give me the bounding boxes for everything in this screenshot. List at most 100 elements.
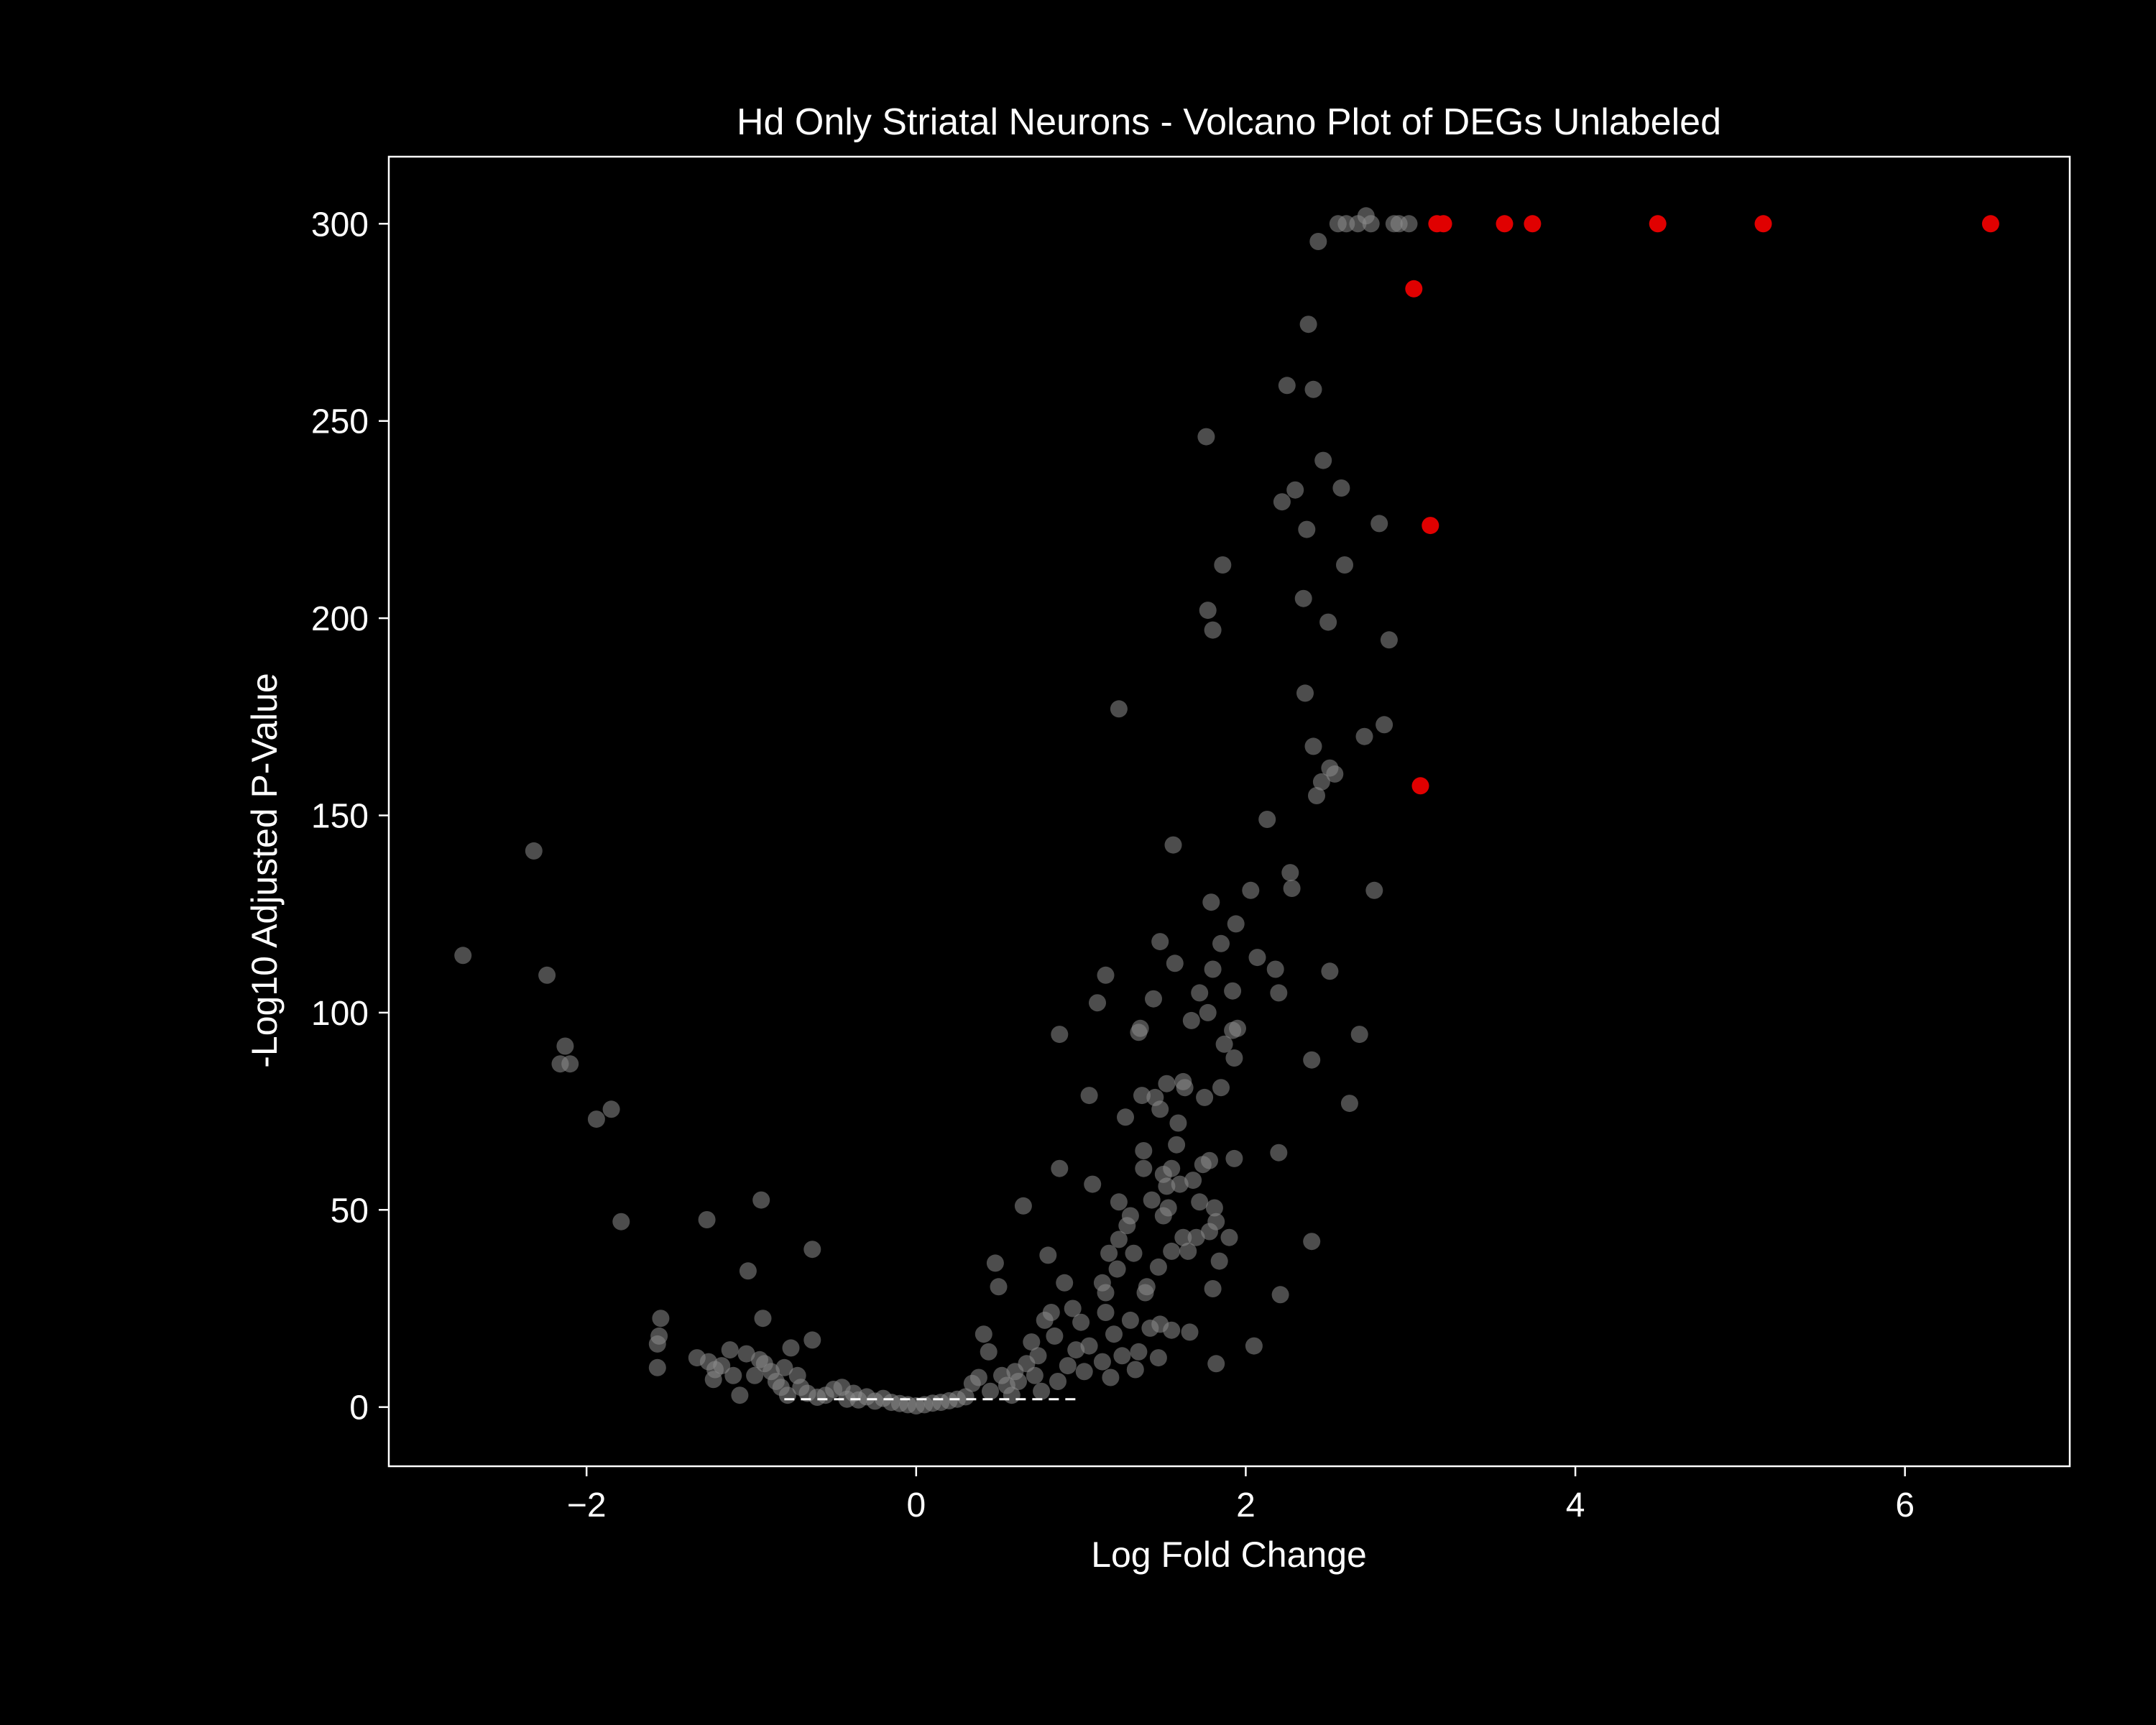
nonsignificant-gene-point-211 (1336, 556, 1353, 574)
plot-frame (387, 155, 2071, 1468)
nonsignificant-gene-point-194 (1296, 684, 1314, 702)
nonsignificant-gene-point-200 (1304, 737, 1322, 755)
nonsignificant-gene-point-222 (1380, 631, 1398, 649)
significant-gene-point-0 (1405, 280, 1423, 298)
nonsignificant-gene-point-202 (1309, 233, 1327, 250)
nonsignificant-gene-point-181 (1245, 1337, 1263, 1355)
nonsignificant-gene-point-82 (1049, 1373, 1067, 1390)
nonsignificant-gene-point-137 (1163, 1242, 1181, 1260)
chart-title: Hd Only Striatal Neurons - Volcano Plot … (737, 101, 1721, 143)
nonsignificant-gene-point-186 (1270, 1144, 1288, 1162)
nonsignificant-gene-point-20 (724, 1366, 742, 1384)
nonsignificant-gene-point-177 (1225, 1049, 1243, 1067)
nonsignificant-gene-point-100 (1100, 1244, 1118, 1262)
axis-ticks: −2 0 2 4 6 0 50 100 150 200 250 300 (311, 206, 1915, 1524)
nonsignificant-gene-point-110 (1121, 1207, 1139, 1225)
x-tick-label-4: 6 (1895, 1486, 1915, 1524)
nonsignificant-gene-point-39 (803, 1331, 821, 1349)
nonsignificant-gene-point-114 (1130, 1343, 1148, 1361)
nonsignificant-gene-point-27 (754, 1310, 772, 1328)
nonsignificant-gene-point-79 (1039, 1246, 1057, 1264)
nonsignificant-gene-point-64 (982, 1382, 999, 1400)
nonsignificant-gene-point-102 (1105, 1325, 1123, 1343)
significant-gene-point-8 (1754, 215, 1772, 233)
nonsignificant-gene-point-107 (1113, 1347, 1131, 1365)
nonsignificant-gene-point-195 (1298, 520, 1316, 538)
nonsignificant-gene-point-150 (1184, 1172, 1202, 1190)
y-tick-label-3: 150 (311, 797, 369, 835)
nonsignificant-gene-point-147 (1179, 1242, 1197, 1260)
y-tick-label-2: 100 (311, 995, 369, 1033)
nonsignificant-gene-point-6 (587, 1110, 605, 1128)
nonsignificant-gene-point-220 (1370, 515, 1388, 533)
nonsignificant-gene-point-151 (1187, 1228, 1205, 1246)
nonsignificant-gene-point-126 (1149, 1349, 1167, 1367)
nonsignificant-gene-point-63 (980, 1343, 998, 1361)
nonsignificant-gene-point-8 (612, 1213, 630, 1230)
nonsignificant-gene-point-139 (1164, 836, 1182, 854)
nonsignificant-gene-point-153 (1191, 1193, 1209, 1211)
nonsignificant-gene-point-182 (1248, 949, 1266, 967)
y-tick-label-6: 300 (311, 206, 369, 244)
nonsignificant-gene-point-175 (1224, 982, 1242, 1000)
nonsignificant-gene-point-124 (1145, 990, 1162, 1008)
nonsignificant-gene-point-59 (957, 1388, 975, 1406)
nonsignificant-gene-point-24 (746, 1366, 764, 1384)
nonsignificant-gene-point-144 (1174, 1228, 1192, 1246)
nonsignificant-gene-point-218 (1362, 215, 1380, 233)
nonsignificant-gene-point-21 (731, 1386, 749, 1404)
nonsignificant-gene-point-149 (1182, 1011, 1200, 1029)
nonsignificant-gene-point-221 (1376, 716, 1393, 734)
nonsignificant-gene-point-111 (1121, 1311, 1139, 1329)
x-tick-label-3: 4 (1566, 1486, 1585, 1524)
nonsignificant-gene-point-38 (803, 1241, 821, 1259)
nonsignificant-gene-point-142 (1169, 1114, 1187, 1132)
nonsignificant-gene-point-140 (1166, 954, 1184, 972)
nonsignificant-gene-point-170 (1212, 1079, 1230, 1097)
nonsignificant-gene-point-173 (1220, 1228, 1238, 1246)
nonsignificant-gene-point-191 (1283, 880, 1301, 897)
nonsignificant-gene-point-106 (1110, 700, 1128, 718)
nonsignificant-gene-point-179 (1229, 1019, 1246, 1037)
nonsignificant-gene-point-127 (1149, 1258, 1167, 1276)
nonsignificant-gene-point-138 (1163, 1321, 1181, 1339)
nonsignificant-gene-point-121 (1138, 1278, 1156, 1296)
nonsignificant-gene-point-89 (1072, 1313, 1090, 1331)
nonsignificant-gene-point-99 (1097, 966, 1115, 984)
nonsignificant-gene-point-2 (538, 966, 556, 984)
nonsignificant-gene-point-90 (1075, 1363, 1093, 1381)
nonsignificant-gene-point-23 (739, 1262, 757, 1280)
nonsignificant-gene-point-158 (1199, 602, 1217, 620)
nonsignificant-gene-point-213 (1340, 1095, 1358, 1113)
nonsignificant-gene-point-62 (975, 1325, 992, 1343)
nonsignificant-gene-point-93 (1084, 1175, 1102, 1193)
nonsignificant-gene-point-134 (1158, 1075, 1176, 1092)
nonsignificant-gene-point-12 (652, 1310, 670, 1328)
nonsignificant-gene-point-161 (1202, 893, 1220, 911)
y-tick-label-1: 50 (331, 1192, 369, 1230)
nonsignificant-gene-point-148 (1181, 1323, 1199, 1341)
nonsignificant-gene-point-183 (1258, 811, 1276, 828)
nonsignificant-gene-point-165 (1205, 1199, 1223, 1217)
nonsignificant-gene-point-113 (1126, 1361, 1144, 1379)
nonsignificant-gene-point-118 (1135, 1142, 1153, 1159)
nonsignificant-gene-point-156 (1197, 428, 1215, 446)
nonsignificant-gene-point-184 (1266, 960, 1284, 978)
nonsignificant-gene-point-94 (1089, 994, 1106, 1012)
nonsignificant-gene-point-108 (1117, 1108, 1134, 1126)
nonsignificant-gene-point-76 (1029, 1347, 1047, 1365)
nonsignificant-gene-point-87 (1064, 1300, 1082, 1317)
nonsignificant-gene-point-117 (1133, 1087, 1151, 1105)
x-axis-label: Log Fold Change (1091, 1535, 1367, 1575)
nonsignificant-gene-point-71 (1010, 1373, 1027, 1390)
nonsignificant-gene-point-166 (1207, 1355, 1225, 1373)
nonsignificant-gene-point-18 (713, 1357, 731, 1375)
nonsignificant-gene-point-97 (1097, 1284, 1115, 1302)
nonsignificant-gene-point-11 (650, 1327, 668, 1345)
nonsignificant-gene-point-171 (1214, 556, 1232, 574)
nonsignificant-gene-point-155 (1196, 1088, 1214, 1106)
nonsignificant-gene-point-85 (1056, 1274, 1074, 1292)
nonsignificant-gene-point-123 (1143, 1191, 1161, 1209)
nonsignificant-gene-point-7 (602, 1100, 620, 1118)
